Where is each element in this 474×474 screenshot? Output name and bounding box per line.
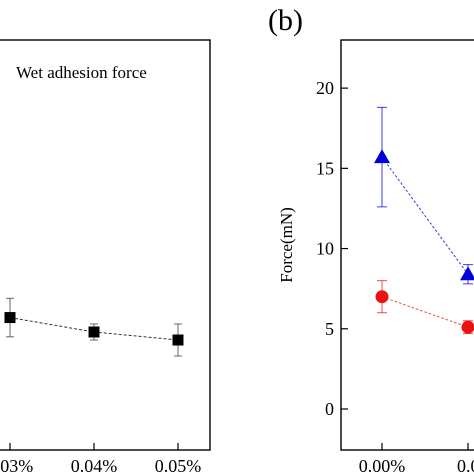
trend-line-circle [381, 296, 469, 328]
panel-a-data-point [172, 334, 184, 346]
data-point-circle [375, 290, 389, 304]
panel-a-frame [0, 39, 211, 451]
y-tick-label: 0 [325, 399, 334, 419]
y-tick-label: 15 [316, 158, 334, 178]
data-point-triangle [460, 266, 474, 281]
panel-a-data-point [4, 312, 16, 324]
panel-a-x-tick-label: 0.04% [71, 456, 118, 474]
panel-a-x-tick-label: 0.05% [155, 456, 202, 474]
x-tick-label: 0.00% [359, 456, 406, 474]
y-tick-label: 5 [325, 319, 334, 339]
trend-line-triangle [381, 156, 469, 275]
panel-b-label: (b) [268, 4, 303, 37]
data-point-circle [461, 320, 474, 334]
panel-a-annotation: Wet adhesion force [16, 63, 147, 82]
y-tick-label: 10 [316, 239, 334, 259]
panel-b: (b) Force(mN) 0 5 10 15 20 0.00% 0.0 [268, 4, 474, 474]
x-tick-label: 0.0 [457, 456, 474, 474]
panel-a-data-point [88, 326, 100, 338]
panel-a: Wet adhesion force 0.03% 0.04% 0.05% [0, 39, 211, 474]
y-axis-label: Force(mN) [277, 207, 296, 283]
panel-b-frame [340, 39, 474, 451]
data-point-triangle [374, 149, 390, 164]
panel-a-x-tick-label: 0.03% [0, 456, 33, 474]
y-tick-label: 20 [316, 78, 334, 98]
